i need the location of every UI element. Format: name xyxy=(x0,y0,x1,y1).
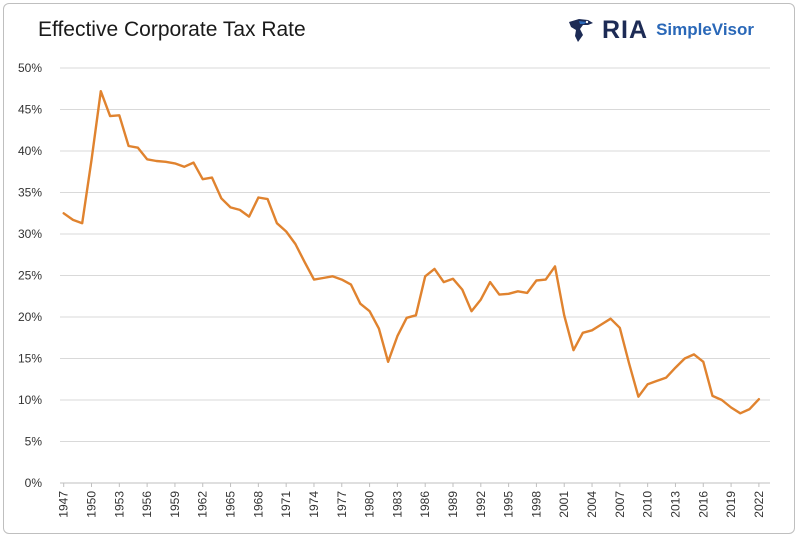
x-tick-label: 2022 xyxy=(752,491,766,518)
x-tick-label: 1980 xyxy=(363,491,377,518)
series-line xyxy=(62,89,761,415)
x-tick-label: 1986 xyxy=(418,491,432,518)
y-tick-label: 35% xyxy=(18,186,42,200)
x-tick-label: 1992 xyxy=(474,491,488,518)
y-tick-label: 45% xyxy=(18,103,42,117)
y-tick-label: 5% xyxy=(25,435,43,449)
y-axis: 0% 5% 10% 15% 20% 25% 30% 35% 40% 45% 50% xyxy=(18,61,42,490)
x-tick-label: 2007 xyxy=(613,491,627,518)
x-tick-label: 2010 xyxy=(641,491,655,518)
x-tick-label: 1989 xyxy=(446,491,460,518)
x-tick-label: 1959 xyxy=(168,491,182,518)
x-tick-label: 1965 xyxy=(224,491,238,518)
x-tick-label: 1983 xyxy=(390,491,404,518)
brand-logo: RIA SimpleVisor xyxy=(566,14,754,46)
x-tick-label: 1995 xyxy=(502,491,516,518)
x-tick-label: 1977 xyxy=(335,491,349,518)
y-tick-label: 0% xyxy=(25,476,43,490)
x-tick-label: 1950 xyxy=(85,491,99,518)
x-tick-label: 1968 xyxy=(251,491,265,518)
eagle-logo-icon xyxy=(569,19,593,42)
x-tick-label: 2016 xyxy=(696,491,710,518)
x-tick-label: 2019 xyxy=(724,491,738,518)
series-layer xyxy=(62,89,761,415)
y-tick-label: 10% xyxy=(18,393,42,407)
x-tick-label: 1974 xyxy=(307,491,321,518)
y-tick-label: 25% xyxy=(18,269,42,283)
y-tick-label: 50% xyxy=(18,61,42,75)
y-tick-label: 40% xyxy=(18,144,42,158)
x-tick-label: 2013 xyxy=(668,491,682,518)
x-axis: 1947 1950 1953 1956 1959 1962 1965 1968 1971 1974… xyxy=(57,483,766,518)
chart-title: Effective Corporate Tax Rate xyxy=(38,18,306,41)
brand-product: SimpleVisor xyxy=(656,20,755,39)
x-tick-label: 1947 xyxy=(57,491,71,518)
chart-frame xyxy=(3,3,795,534)
x-tick-label: 2001 xyxy=(557,491,571,518)
brand-name: RIA xyxy=(602,15,649,44)
gridlines xyxy=(60,67,770,484)
x-tick-label: 1962 xyxy=(196,491,210,518)
y-tick-label: 15% xyxy=(18,352,42,366)
x-tick-label: 1971 xyxy=(279,491,293,518)
x-tick-label: 1956 xyxy=(140,491,154,518)
x-tick-label: 1998 xyxy=(529,491,543,518)
x-tick-label: 1953 xyxy=(112,491,126,518)
y-tick-label: 30% xyxy=(18,227,42,241)
y-tick-label: 20% xyxy=(18,310,42,324)
x-tick-label: 2004 xyxy=(585,491,599,518)
